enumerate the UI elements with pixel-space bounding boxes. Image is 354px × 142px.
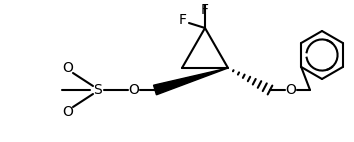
Text: O: O: [129, 83, 139, 97]
Text: S: S: [93, 83, 101, 97]
Text: O: O: [63, 61, 73, 75]
Text: O: O: [286, 83, 296, 97]
Polygon shape: [154, 68, 228, 95]
Text: F: F: [201, 3, 209, 17]
Text: F: F: [179, 13, 187, 27]
Text: O: O: [63, 105, 73, 119]
